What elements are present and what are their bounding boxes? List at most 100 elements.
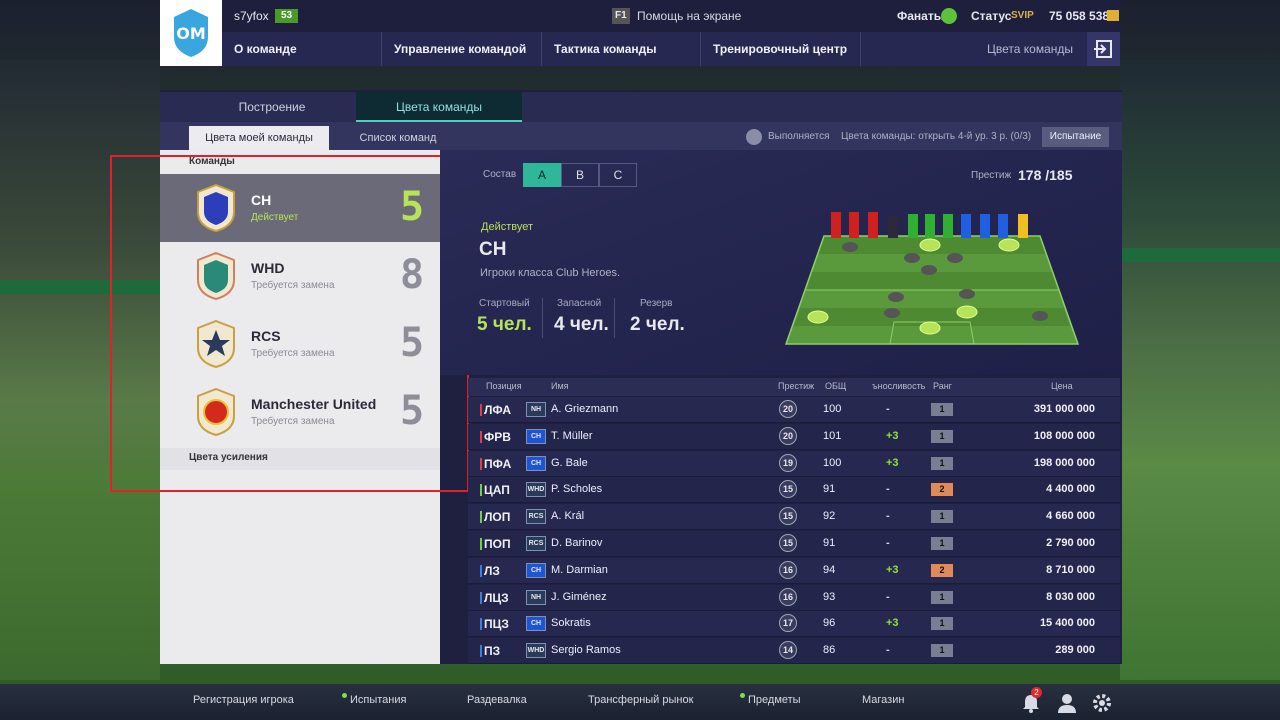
player-position: ПЦЗ [484, 617, 509, 632]
help-key[interactable]: F1 [612, 8, 630, 24]
player-price: 198 000 000 [1033, 456, 1095, 469]
col-price: Цена [1051, 381, 1073, 391]
nav-team-tactics[interactable]: Тактика команды [542, 32, 701, 66]
stat-divider [614, 298, 615, 338]
lineup-team-name: CH [479, 239, 507, 260]
table-row[interactable]: ЛЦЗ NH J. Giménez 16 93 - 1 8 030 000 [468, 584, 1120, 611]
fans-label: Фанаты [897, 9, 944, 23]
team-name: Manchester United [251, 396, 377, 412]
position-color-bar [480, 511, 482, 524]
player-development: - [886, 537, 890, 549]
challenge-button[interactable]: Испытание [1042, 127, 1109, 147]
stat-sub-label: Запасной [557, 298, 602, 309]
table-row[interactable]: ПОП RCS D. Barinov 15 91 - 1 2 790 000 [468, 531, 1120, 557]
player-development: - [886, 510, 890, 523]
col-development: ъносливость [872, 381, 926, 391]
bottom-nav-transfer-market[interactable]: Трансферный рынок [588, 694, 694, 706]
bottom-nav-items[interactable]: Предметы [748, 694, 801, 706]
notification-bell-icon[interactable] [1020, 692, 1042, 714]
nav-team-management[interactable]: Управление командой [382, 32, 542, 66]
table-row[interactable]: ФРВ CH T. Müller 20 101 +3 1 108 000 000 [468, 423, 1120, 450]
nav-about-team[interactable]: О команде [222, 32, 382, 66]
stat-reserve-value: 2 чел. [630, 314, 685, 335]
bottom-nav-challenges[interactable]: Испытания [350, 694, 407, 706]
table-row[interactable]: ПФА CH G. Bale 19 100 +3 1 198 000 000 [468, 450, 1120, 477]
position-color-bar [480, 457, 482, 470]
settings-gear-icon[interactable] [1091, 692, 1113, 714]
prestige-label: Престиж [971, 170, 1012, 181]
player-name: G. Bale [551, 456, 588, 469]
club-tag: CH [526, 562, 546, 578]
profile-icon[interactable] [1056, 692, 1078, 714]
player-ovr: 93 [823, 590, 836, 603]
team-name: RCS [251, 328, 281, 344]
highlight-box [110, 155, 469, 492]
club-tag: NH [526, 589, 546, 605]
table-row[interactable]: ПЗ WHD Sergio Ramos 14 86 - 1 289 000 [468, 638, 1120, 665]
tab-team-list[interactable]: Список команд [359, 132, 437, 144]
player-rank: 1 [931, 537, 953, 550]
table-row[interactable]: ЛОП RCS A. Král 15 92 - 1 4 660 000 [468, 504, 1120, 531]
team-row-rcs[interactable]: RCS Требуется замена 5 [160, 310, 440, 378]
indicator-dot [342, 693, 347, 698]
svg-text:OM: OM [176, 24, 206, 43]
team-badge-manchester-united-icon [197, 388, 235, 436]
player-prestige: 15 [779, 507, 797, 526]
club-tag: CH [526, 616, 546, 632]
table-row[interactable]: ЦАП WHD P. Scholes 15 91 - 2 4 400 000 [468, 477, 1120, 504]
player-position: ПЗ [484, 644, 501, 659]
player-ovr: 91 [823, 537, 836, 549]
status-label: Статус [971, 9, 1012, 23]
stadium-background-left [0, 60, 160, 680]
player-name: A. Griezmann [551, 403, 619, 415]
help-text[interactable]: Помощь на экране [637, 9, 742, 23]
player-price: 4 660 000 [1046, 510, 1095, 523]
table-row[interactable]: ЛЗ CH M. Darmian 16 94 +3 2 8 710 000 [468, 557, 1120, 584]
secondary-tabs: Цвета моей команды Список команд Выполня… [160, 122, 1122, 152]
team-count: 8 [400, 252, 425, 298]
player-ovr: 86 [823, 644, 836, 657]
tab-my-team-colors[interactable]: Цвета моей команды [189, 126, 329, 150]
position-color-bar [480, 618, 482, 631]
player-prestige: 19 [779, 453, 797, 472]
player-development: +3 [886, 429, 899, 442]
team-row-whd[interactable]: WHD Требуется замена 8 [160, 242, 440, 310]
player-rank: 1 [931, 456, 953, 470]
team-row-manchester-united[interactable]: Manchester United Требуется замена 5 [160, 378, 440, 446]
level-badge: 53 [275, 9, 299, 23]
team-row-ch[interactable]: CH Действует 5 [160, 174, 440, 242]
lineup-option-c[interactable]: C [599, 163, 637, 187]
team-status: Действует [251, 212, 299, 223]
position-color-bar [480, 564, 482, 577]
bottom-nav-shop[interactable]: Магазин [862, 694, 905, 706]
table-row[interactable]: ПЦЗ CH Sokratis 17 96 +3 1 15 400 000 [468, 611, 1120, 638]
bottom-nav: Регистрация игрока Испытания Раздевалка … [0, 684, 1280, 720]
player-price: 2 790 000 [1046, 537, 1095, 549]
player-ovr: 100 [823, 403, 842, 415]
bottom-nav-locker-room[interactable]: Раздевалка [467, 694, 527, 706]
club-tag: CH [526, 428, 546, 444]
player-prestige: 20 [779, 400, 797, 418]
club-tag: RCS [526, 536, 546, 551]
player-name: M. Darmian [551, 563, 608, 576]
tab-team-colors[interactable]: Цвета команды [356, 92, 522, 122]
team-name: CH [251, 192, 272, 208]
exit-button[interactable] [1087, 32, 1120, 66]
team-status: Требуется замена [251, 280, 335, 291]
col-ovr: ОБЩ [825, 381, 847, 391]
team-name: WHD [251, 260, 285, 276]
club-logo[interactable]: OM [160, 0, 222, 66]
player-position: ПФА [484, 456, 512, 471]
bottom-nav-player-registration[interactable]: Регистрация игрока [193, 694, 294, 706]
player-price: 391 000 000 [1033, 403, 1095, 415]
lineup-description: Игроки класса Club Heroes. [480, 267, 621, 279]
nav-training-center[interactable]: Тренировочный центр [701, 32, 861, 66]
nav-team-colors[interactable]: Цвета команды [987, 42, 1073, 56]
player-ovr: 100 [823, 456, 842, 469]
fans-smiley-icon [941, 8, 957, 24]
tab-formation[interactable]: Построение [238, 100, 306, 114]
lineup-option-a[interactable]: A [523, 163, 561, 187]
table-row[interactable]: ЛФА NH A. Griezmann 20 100 - 1 391 000 000 [468, 397, 1120, 423]
lineup-option-b[interactable]: B [561, 163, 599, 187]
stadium-adboard [1120, 248, 1280, 262]
